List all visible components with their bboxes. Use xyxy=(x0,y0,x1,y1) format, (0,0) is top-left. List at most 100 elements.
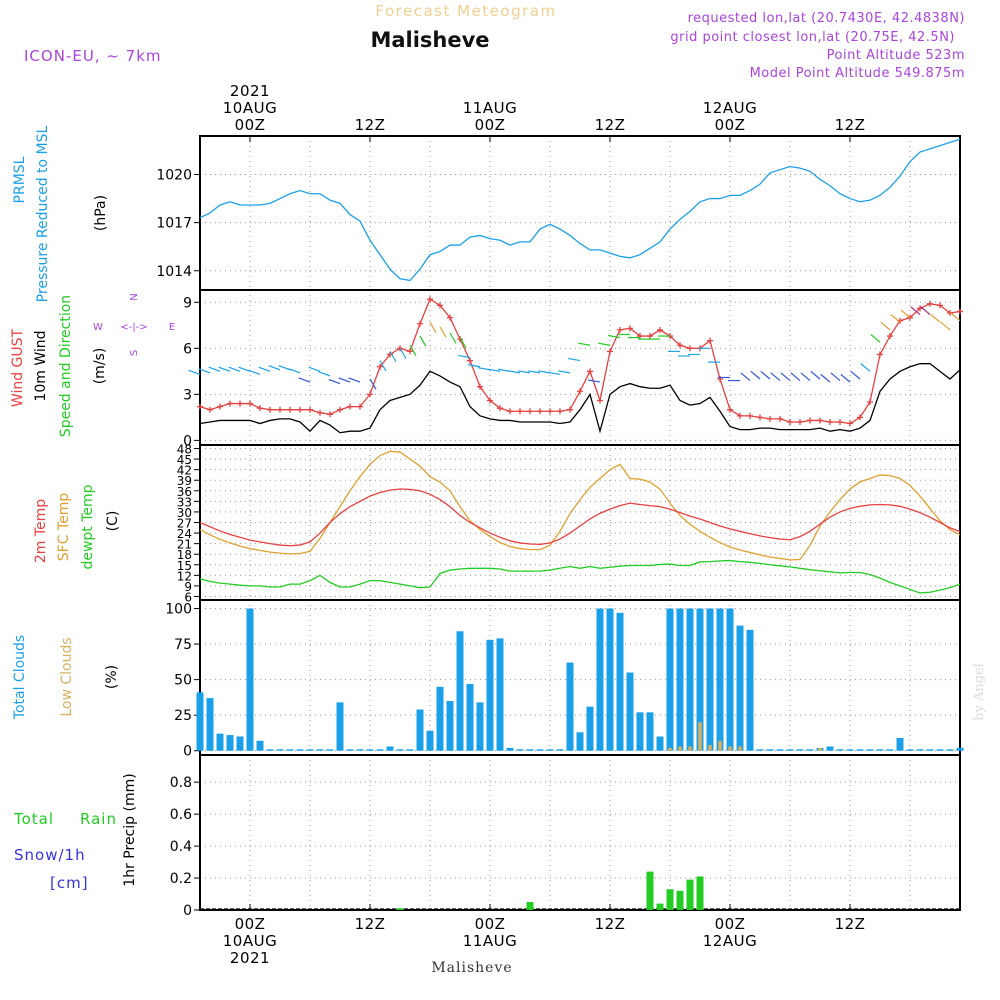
low-clouds-bar xyxy=(818,747,822,751)
model-altitude: Model Point Altitude 549.875m xyxy=(750,66,965,81)
gust-marker xyxy=(547,408,553,415)
gust-marker xyxy=(807,417,813,424)
wind-direction-arrow xyxy=(308,366,321,372)
wind-direction-arrow xyxy=(369,378,377,390)
compass-west: W xyxy=(93,322,103,333)
total-clouds-bar xyxy=(626,672,634,751)
bottom-time-label: 00Z xyxy=(475,915,506,933)
compass-arrows: <-|-> xyxy=(120,322,147,333)
rain-bar xyxy=(696,876,704,910)
clouds-unit: (%) xyxy=(104,665,120,689)
gust-marker xyxy=(307,406,313,413)
total-clouds-bar xyxy=(826,746,834,751)
total-clouds-bar xyxy=(426,730,434,751)
wind-direction-arrow xyxy=(198,368,211,374)
t2m-line xyxy=(199,488,961,547)
gust-marker xyxy=(737,412,743,419)
total-clouds-bar xyxy=(696,608,704,751)
wind-direction-arrow xyxy=(840,373,851,383)
gust-marker xyxy=(347,403,353,410)
gust-marker xyxy=(437,302,443,309)
y-tick-label: 42 xyxy=(177,464,192,478)
y-tick-label: 39 xyxy=(177,474,192,488)
y-tick-label: 0.6 xyxy=(170,807,192,823)
top-time-label: 2021 xyxy=(230,82,270,100)
wind-direction-arrow xyxy=(568,357,581,362)
wind-direction-arrow xyxy=(910,306,921,316)
temp-label-dew: dewpt Temp xyxy=(80,484,96,569)
y-tick-label: 18 xyxy=(177,548,192,562)
pressure-line xyxy=(199,138,961,282)
total-clouds-bar xyxy=(636,712,644,751)
total-clouds-bar xyxy=(806,749,814,751)
wind-direction-arrow xyxy=(820,373,831,383)
wind-direction-arrow xyxy=(348,377,361,383)
low-clouds-bar xyxy=(698,722,702,751)
total-clouds-bar xyxy=(606,608,614,751)
gust-marker xyxy=(357,403,363,410)
wind-direction-arrow xyxy=(578,342,591,346)
total-clouds-bar xyxy=(396,749,404,751)
y-tick-label: 9 xyxy=(183,295,192,311)
total-clouds-bar xyxy=(676,608,684,751)
total-clouds-bar xyxy=(796,749,804,751)
footer-location: Malisheve xyxy=(431,960,512,976)
total-clouds-bar xyxy=(226,735,234,751)
bottom-time-label: 12Z xyxy=(355,915,386,933)
total-clouds-bar xyxy=(596,608,604,751)
y-tick-label: 0 xyxy=(183,744,192,760)
wind-direction-arrow xyxy=(740,372,751,382)
wind-direction-arrow xyxy=(930,314,941,323)
wind-direction-arrow xyxy=(770,372,781,382)
y-tick-label: 12 xyxy=(177,569,192,583)
total-clouds-bar xyxy=(896,737,904,751)
gust-marker xyxy=(887,333,893,340)
y-tick-label: 6 xyxy=(184,590,192,604)
wind-direction-arrow xyxy=(318,371,331,377)
total-clouds-bar xyxy=(846,749,854,751)
panel-frame xyxy=(199,599,961,756)
precip-label-cm: [cm] xyxy=(50,874,89,892)
dewpoint-line xyxy=(199,559,961,594)
total-clouds-bar xyxy=(916,749,924,751)
gust-marker xyxy=(327,411,333,418)
gust-marker xyxy=(937,302,943,309)
gust-marker xyxy=(427,296,433,303)
wind-direction-arrow xyxy=(409,344,417,356)
wind-direction-arrow xyxy=(338,377,351,383)
y-tick-label: 9 xyxy=(184,580,192,594)
total-clouds-bar xyxy=(756,749,764,751)
gust-marker xyxy=(577,388,583,395)
rain-bar xyxy=(666,889,674,910)
wind-direction-arrow xyxy=(750,370,761,380)
gust-marker xyxy=(647,333,653,340)
location-title: Malisheve xyxy=(370,28,489,52)
rain-bar xyxy=(526,902,534,910)
total-clouds-bar xyxy=(716,608,724,751)
gust-marker xyxy=(567,406,573,413)
bottom-time-label: 12AUG xyxy=(703,932,757,950)
gust-marker xyxy=(337,406,343,413)
gust-marker xyxy=(677,342,683,349)
total-clouds-bar xyxy=(526,749,534,751)
wind-direction-arrow xyxy=(900,309,911,319)
gust-marker xyxy=(797,418,803,425)
total-clouds-bar xyxy=(216,733,224,751)
gust-marker xyxy=(467,357,473,364)
precip-label-total: Total xyxy=(13,810,54,828)
gust-marker xyxy=(287,406,293,413)
gust-marker xyxy=(627,325,633,332)
total-clouds-bar xyxy=(296,749,304,751)
wind-direction-arrow xyxy=(880,321,891,331)
y-tick-label: 45 xyxy=(177,453,192,467)
rain-bar xyxy=(656,903,664,910)
total-clouds-bar xyxy=(416,709,424,751)
total-clouds-bar xyxy=(876,749,884,751)
total-clouds-bar xyxy=(506,747,514,751)
gust-marker xyxy=(267,406,273,413)
gust-marker xyxy=(217,403,223,410)
low-clouds-bar xyxy=(688,746,692,751)
wind-label-dir: Speed and Direction xyxy=(58,295,74,437)
compass-south: S xyxy=(129,350,140,356)
